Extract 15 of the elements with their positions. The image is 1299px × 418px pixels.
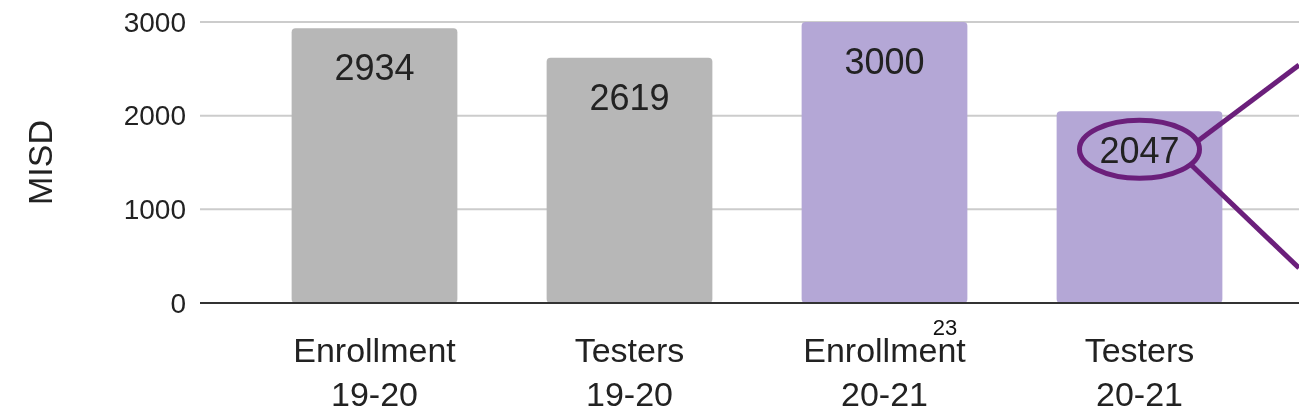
y-tick-label: 1000: [123, 194, 186, 226]
bar: [801, 22, 968, 303]
y-tick-label: 3000: [123, 6, 186, 38]
x-tick-label: Enrollment 19-20: [293, 331, 457, 413]
x-tick-label: Testers 20-21: [1084, 331, 1195, 413]
y-tick-label: 0: [170, 287, 186, 319]
y-axis-title: MISD: [21, 120, 59, 205]
data-label: 2934: [334, 47, 415, 89]
data-label: 2619: [589, 76, 670, 118]
data-label: 2047: [1099, 130, 1180, 172]
x-tick-label: Testers 19-20: [574, 331, 685, 413]
bar: [546, 57, 713, 303]
bar: [291, 28, 458, 303]
y-tick-label: 2000: [123, 100, 186, 132]
data-label: 3000: [844, 41, 925, 82]
